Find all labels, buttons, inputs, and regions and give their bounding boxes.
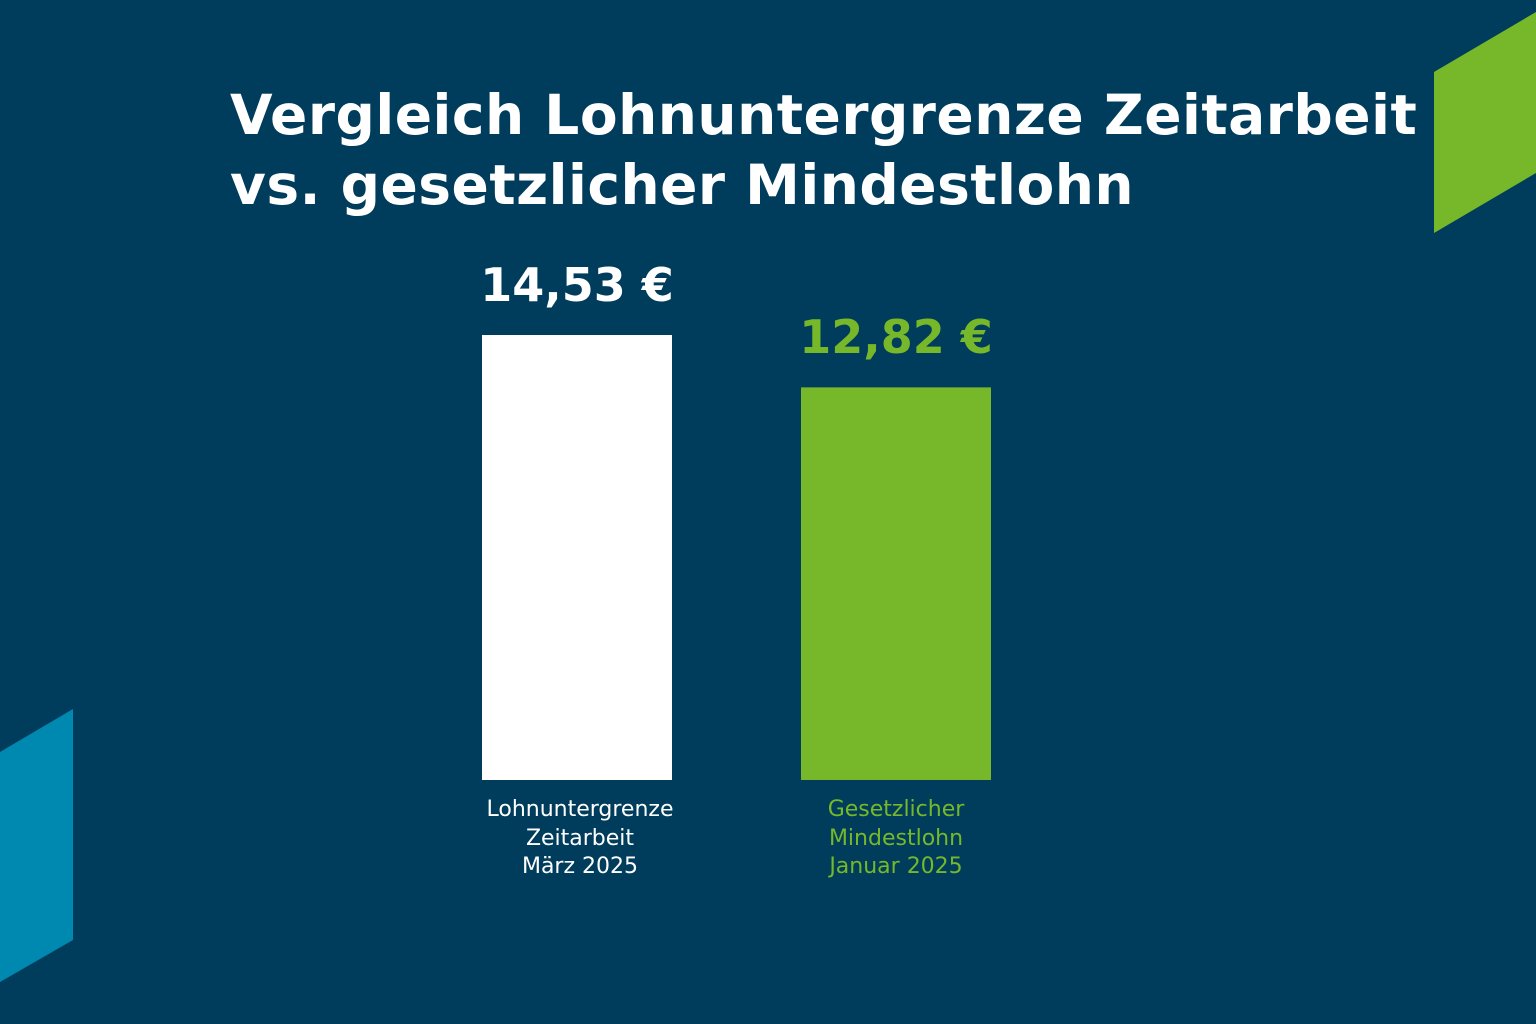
category-label-line: März 2025 xyxy=(521,854,639,879)
value-label-1: 12,82 € xyxy=(799,310,993,364)
green-parallelogram-decoration xyxy=(1434,12,1536,233)
category-label-line: Gesetzlicher xyxy=(827,797,965,822)
category-label-1: Gesetzlicher Mindestlohn Januar 2025 xyxy=(766,796,1026,882)
bar-0 xyxy=(482,335,672,780)
category-label-line: Januar 2025 xyxy=(829,854,963,879)
category-label-line: Mindestlohn xyxy=(828,825,964,851)
bar-1 xyxy=(801,387,991,780)
category-label-0: Lohnuntergrenze Zeitarbeit März 2025 xyxy=(450,796,710,882)
category-label-line: Lohnuntergrenze xyxy=(486,797,674,822)
title-line-2: vs. gesetzlicher Mindestlohn xyxy=(230,153,1135,217)
category-label-line: Zeitarbeit xyxy=(525,825,635,851)
chart-title: Vergleich Lohnuntergrenze Zeitarbeit vs.… xyxy=(230,80,1417,220)
value-label-0: 14,53 € xyxy=(480,258,674,312)
title-line-1: Vergleich Lohnuntergrenze Zeitarbeit xyxy=(230,83,1418,147)
blue-parallelogram-decoration xyxy=(0,709,73,982)
